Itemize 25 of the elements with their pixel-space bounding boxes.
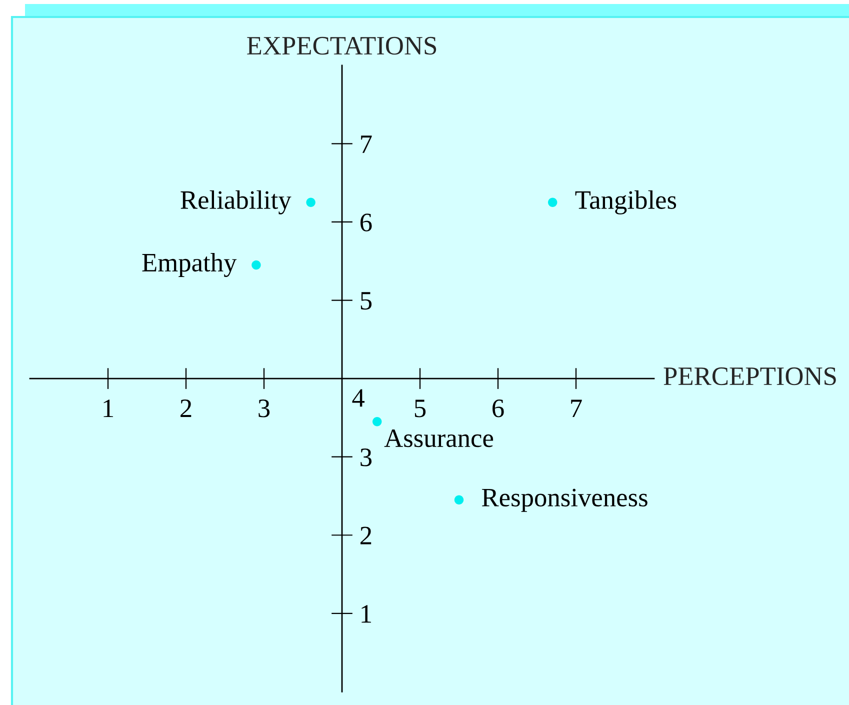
x-tick-label: 6 [492,400,504,418]
x-tick-label: 3 [258,400,270,418]
y-tick-label: 7 [361,136,372,153]
y-tick-label: 6 [360,214,372,232]
x-tick-label: 1 [104,400,114,417]
x-tick-label: 2 [180,400,192,417]
y-axis-title: EXPECTATIONS [247,36,436,55]
y-tick-label: 3 [360,448,372,466]
series-label: Assurance [384,429,494,448]
point [306,198,316,208]
x-tick-label: 5 [414,400,426,418]
y-tick-label: 2 [360,526,372,544]
point [548,198,558,208]
point [252,260,261,270]
series-label: Empathy [142,253,237,278]
point [454,495,464,504]
series-label: Reliability [180,190,292,214]
y-tick-label: 1 [362,605,371,623]
annotation: 4 [352,389,365,407]
y-tick-label: 5 [360,292,372,310]
point [372,417,382,426]
series-label: Tangibles [575,190,676,214]
series-label: Responsiveness [482,488,648,512]
x-tick-label: 7 [571,400,582,417]
x-axis-title: PERCEPTIONS [664,367,836,386]
